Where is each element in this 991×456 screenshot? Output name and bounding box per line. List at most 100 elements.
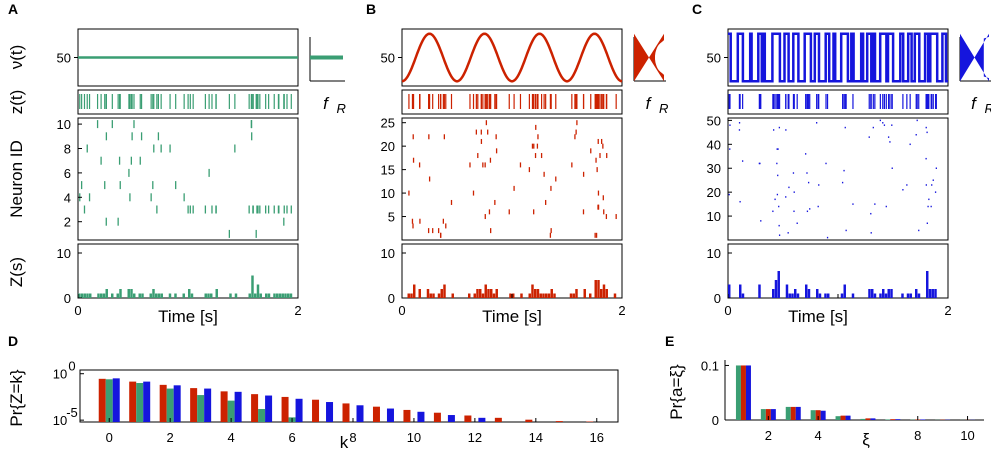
count-bar (259, 293, 262, 298)
count-bar (597, 280, 600, 298)
count-bar (594, 280, 597, 298)
count-ytick-label: 0 (64, 291, 71, 306)
e-bar-a (735, 365, 741, 420)
count-bar (289, 293, 293, 298)
count-bar (602, 284, 606, 298)
e-xlabel: ξ (862, 430, 870, 449)
e-xtick-label: 4 (815, 428, 822, 443)
count-bar (520, 293, 523, 298)
marginal-sub-c: R (985, 101, 991, 116)
count-bar (887, 289, 890, 298)
e-xtick-label: 10 (960, 428, 974, 443)
d-bar-c (295, 398, 303, 422)
raster-frame-b (401, 117, 623, 241)
time-axis-label-b: Time [s] (482, 307, 542, 326)
d-bar-a (136, 383, 144, 422)
count-bar (86, 293, 89, 298)
d-bar-c (417, 411, 425, 422)
raster-ytick-label: 2 (64, 215, 71, 230)
d-bar-c (326, 402, 334, 422)
time-axis-label-c: Time [s] (788, 307, 848, 326)
d-ytick-exp: 0 (68, 359, 75, 374)
count-bar (906, 293, 910, 298)
count-bar (931, 289, 934, 298)
count-bar (890, 289, 893, 298)
count-bar (256, 284, 260, 298)
e-bar-c (920, 419, 926, 420)
count-bar (572, 293, 575, 298)
marginal-label-c: f (971, 94, 978, 113)
count-bar (432, 293, 435, 298)
time-axis-label-a: Time [s] (158, 307, 218, 326)
d-xtick-label: 2 (167, 430, 174, 445)
count-bar (728, 284, 731, 298)
count-bar (882, 289, 885, 298)
count-bar (267, 293, 271, 298)
count-bar (772, 289, 775, 298)
count-bar (539, 293, 542, 298)
d-bar-c (234, 391, 242, 422)
count-bar (542, 293, 545, 298)
count-bar (281, 293, 284, 298)
count-ytick-label: 10 (57, 246, 71, 261)
count-ytick-label: 0 (388, 291, 395, 306)
e-bar-b (790, 406, 796, 420)
time-xtick-label: 2 (618, 303, 625, 318)
count-bar (794, 289, 797, 298)
count-bar (873, 293, 877, 298)
e-bar-b (765, 409, 771, 420)
count-bar (550, 289, 553, 298)
count-ytick-label: 10 (381, 246, 395, 261)
d-bar-a (227, 400, 235, 422)
count-bar (909, 293, 912, 298)
count-bar (879, 293, 882, 298)
count-bar (83, 293, 86, 298)
count-bar (265, 293, 268, 298)
count-bar (105, 289, 108, 298)
count-bar (188, 289, 191, 298)
count-ytick-label: 10 (707, 246, 721, 261)
count-bar (97, 293, 100, 298)
raster-ytick-label: 10 (707, 209, 721, 224)
d-bar-b (312, 399, 320, 422)
count-bar (440, 289, 443, 298)
e-bar-c (745, 365, 751, 420)
count-bar (102, 293, 106, 298)
count-bar (816, 289, 819, 298)
e-bar-b (740, 365, 746, 420)
count-bar (589, 293, 592, 298)
d-bar-c (204, 388, 212, 422)
count-bar (843, 284, 846, 298)
count-bar (600, 289, 603, 298)
d-xlabel: k (340, 433, 349, 452)
neuron-ylabel: Neuron ID (7, 140, 26, 217)
d-bar-c (112, 378, 120, 422)
panel-label-a: A (8, 1, 18, 17)
count-bar (901, 293, 904, 298)
count-bar (871, 289, 874, 298)
count-bar (207, 293, 210, 298)
count-bar (80, 293, 84, 298)
d-bar-c (386, 408, 394, 422)
count-bar (476, 289, 479, 298)
count-bar (785, 284, 789, 298)
count-bar (575, 289, 578, 298)
count-bar (410, 293, 413, 298)
count-bar (741, 293, 745, 298)
count-bar (138, 293, 141, 298)
z-frame-c (727, 89, 949, 115)
d-bar-b (433, 412, 441, 422)
marginal-sub-b: R (659, 101, 668, 116)
panel-label-e: E (665, 333, 674, 349)
d-xtick-label: 8 (349, 430, 356, 445)
count-bar (805, 284, 808, 298)
raster-ytick-label: 25 (381, 116, 395, 131)
rate-ytick-label-a: 50 (57, 51, 71, 66)
d-bar-c (173, 385, 181, 422)
d-xtick-label: 4 (228, 430, 235, 445)
e-ylabel: Pr{a=ξ} (667, 364, 686, 420)
count-bar (547, 293, 551, 298)
count-bar (149, 293, 152, 298)
panel-label-b: B (366, 1, 376, 17)
